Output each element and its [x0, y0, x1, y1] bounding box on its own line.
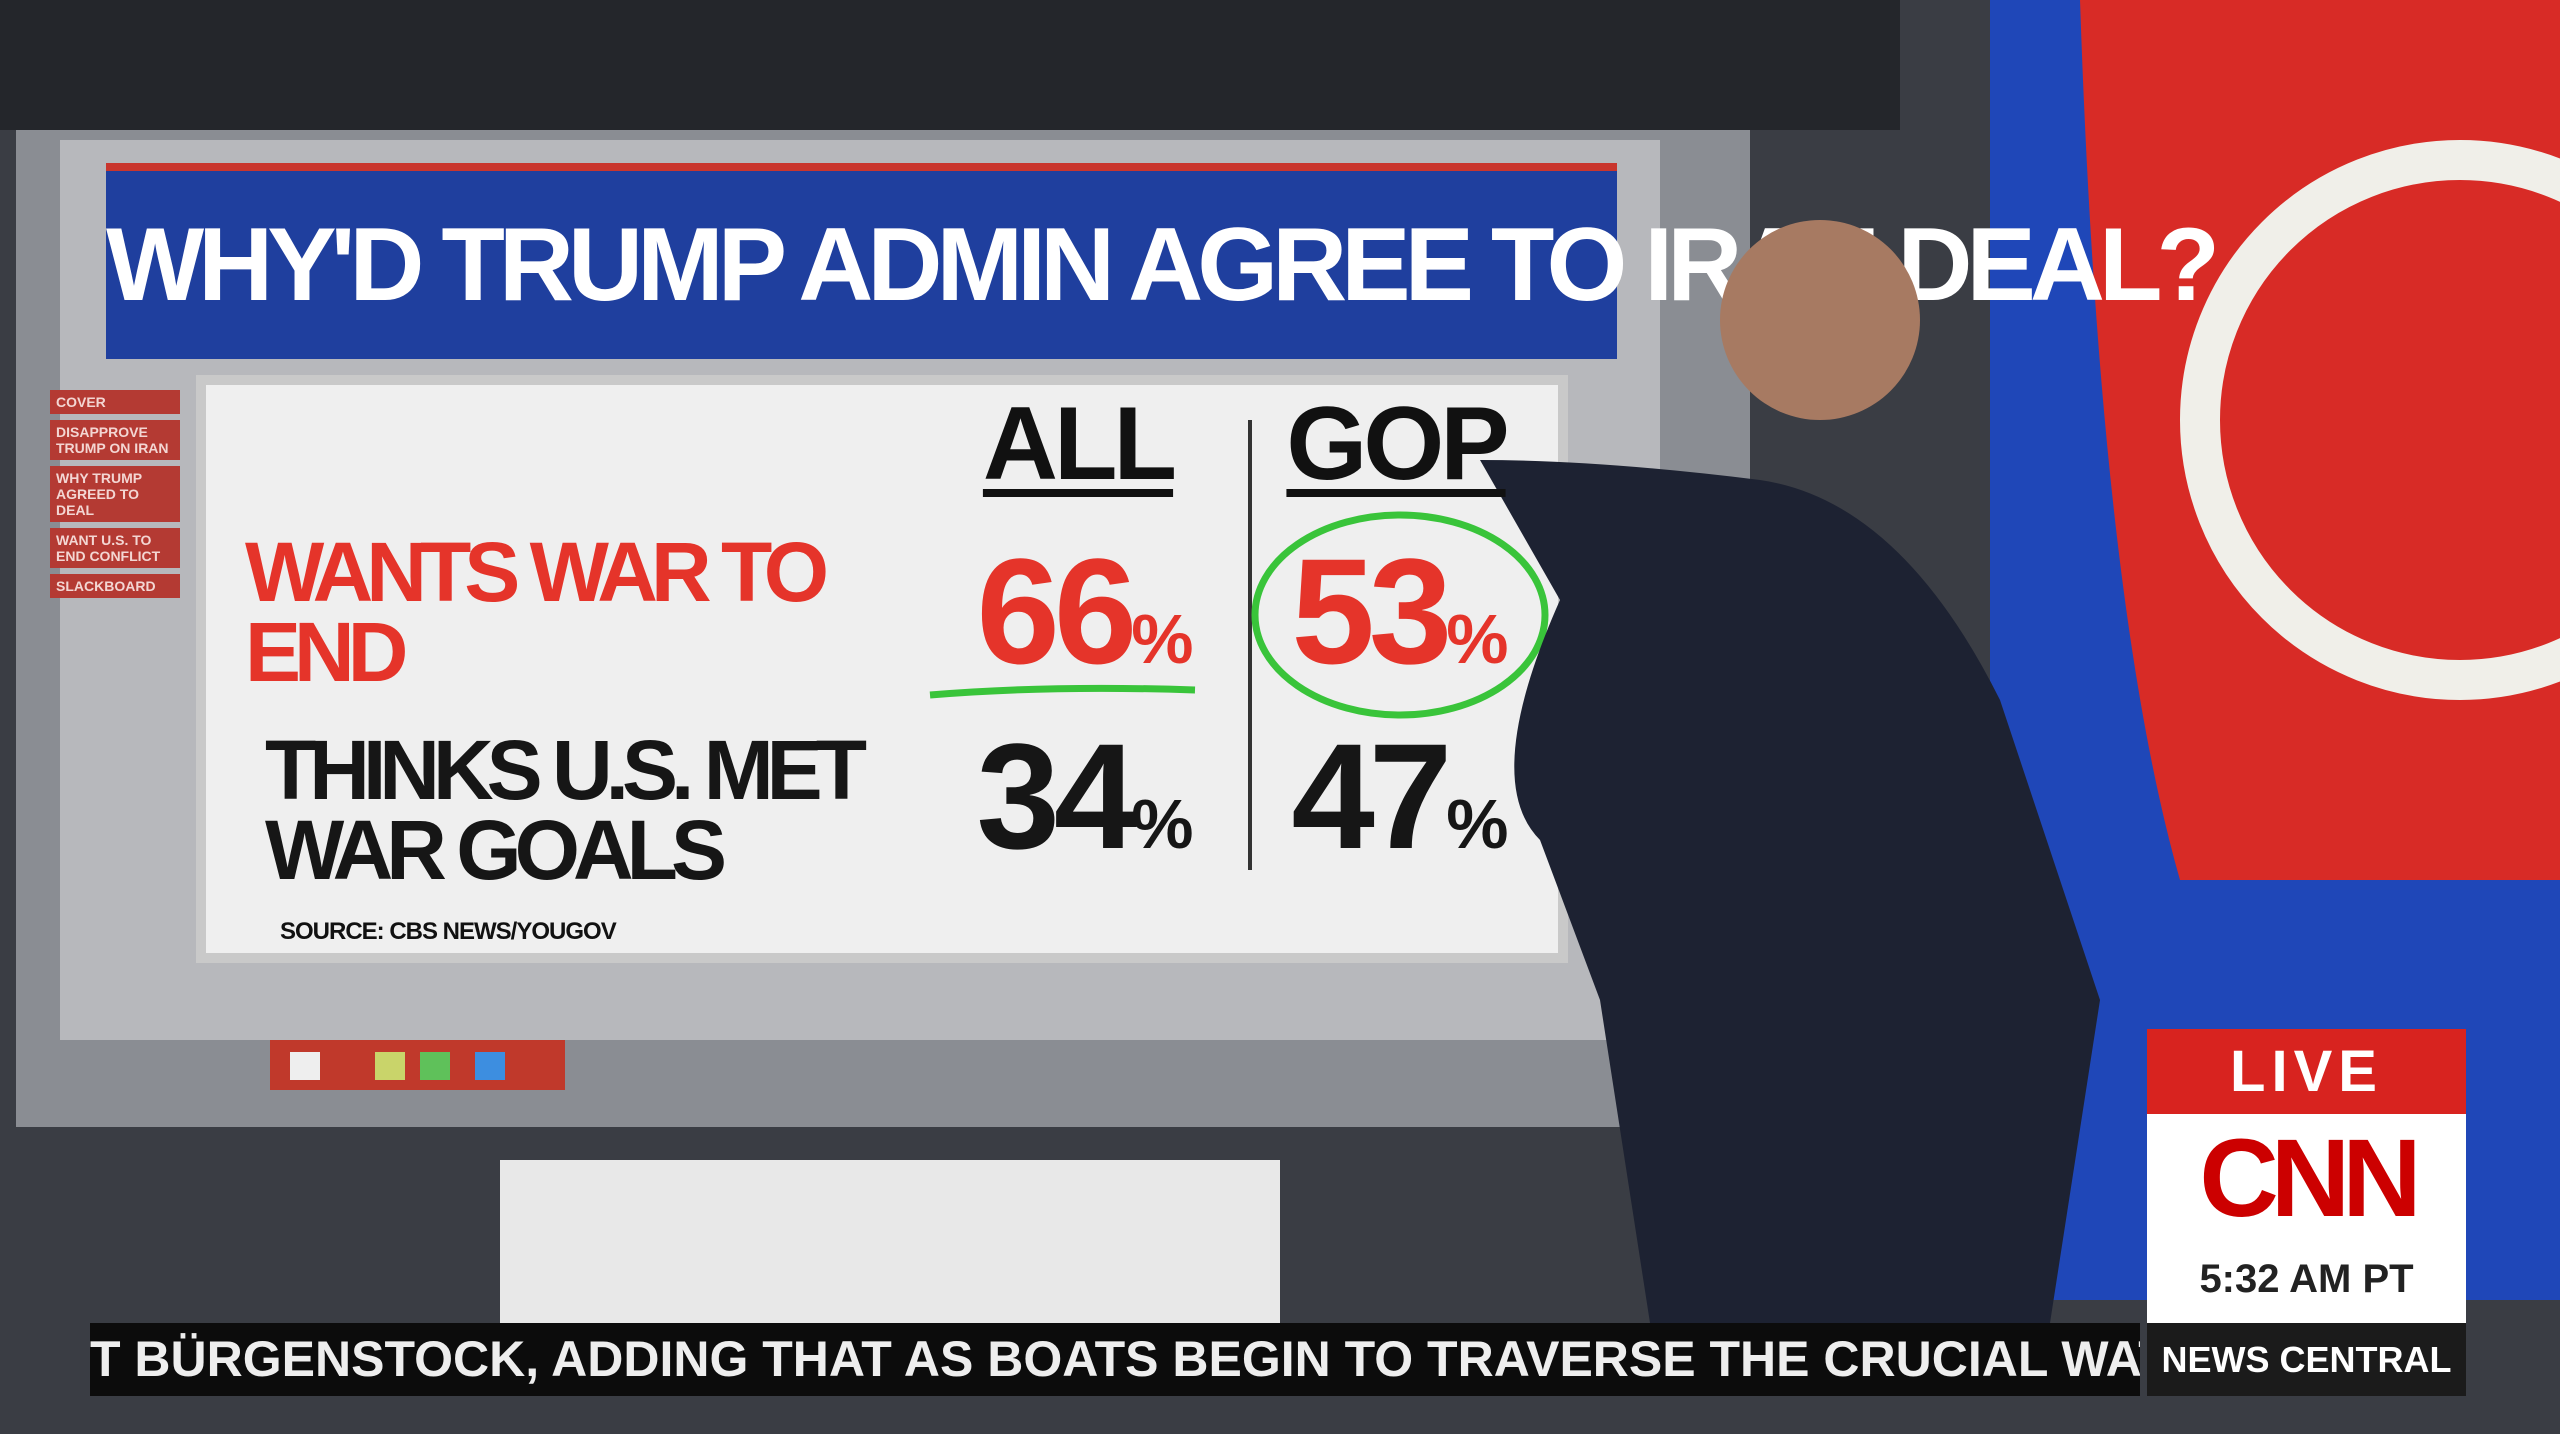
value: 34 [976, 712, 1137, 880]
value: 53 [1291, 527, 1452, 695]
menu-item[interactable]: WANT U.S. TO END CONFLICT [50, 528, 180, 568]
menu-item[interactable]: WHY TRUMP AGREED TO DEAL [50, 466, 180, 522]
percent-value: 34% [925, 710, 1245, 883]
unit: % [1131, 785, 1194, 863]
live-badge: LIVE [2147, 1029, 2466, 1114]
menu-item[interactable]: SLACKBOARD [50, 574, 180, 598]
unit: % [1446, 600, 1509, 678]
menu-item[interactable]: COVER [50, 390, 180, 414]
menu-item[interactable]: DISAPPROVE TRUMP ON IRAN [50, 420, 180, 460]
network-logo: CNN [2147, 1114, 2466, 1244]
value: 47 [1291, 712, 1452, 880]
percent-value: 66% [925, 525, 1245, 698]
row-label: THINKS U.S. MET WAR GOALS [265, 723, 867, 897]
ticker: T BÜRGENSTOCK, ADDING THAT AS BOATS BEGI… [90, 1323, 2140, 1396]
row-label: WANTS WAR TO END [245, 525, 829, 699]
ticker-brand: NEWS CENTRAL [2147, 1323, 2466, 1396]
poll-panel [196, 375, 1568, 963]
source: SOURCE: CBS NEWS/YOUGOV [280, 918, 617, 945]
clock: 5:32 AM PT [2147, 1244, 2466, 1323]
unit: % [1131, 600, 1194, 678]
column-header: GOP [1286, 386, 1509, 502]
side-menu: COVER DISAPPROVE TRUMP ON IRAN WHY TRUMP… [50, 390, 180, 604]
percent-value: 47% [1240, 710, 1560, 883]
column-header: ALL [982, 386, 1177, 502]
percent-value: 53% [1240, 525, 1560, 698]
unit: % [1446, 785, 1509, 863]
value: 66 [976, 527, 1137, 695]
